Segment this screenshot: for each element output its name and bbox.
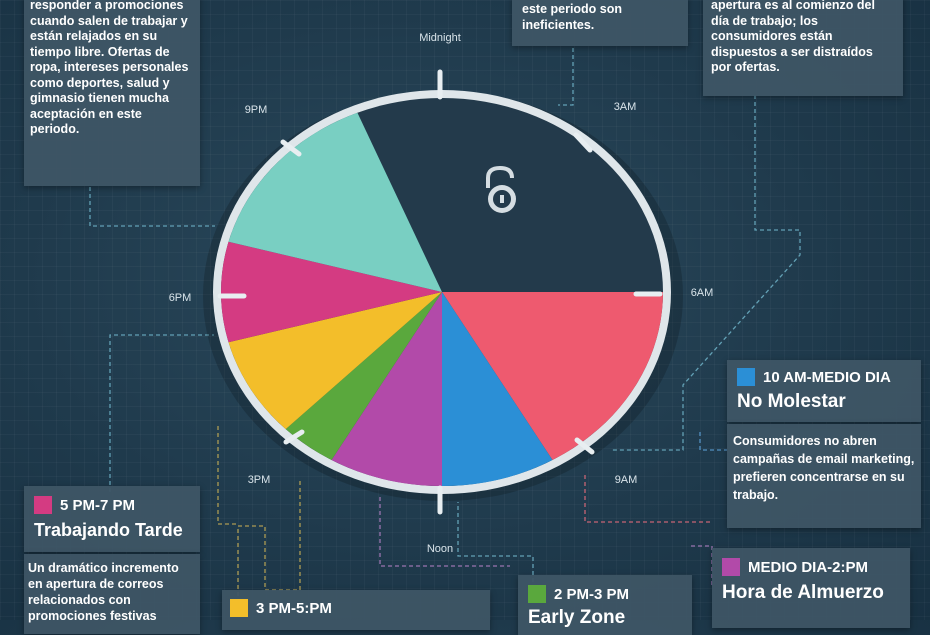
text-trabajando-tarde: Un dramático incremento en apertura de c… (28, 561, 179, 623)
segment-10am-noon (442, 292, 553, 486)
time-3pm: 3 PM-5:PM (256, 599, 332, 617)
info-box-10am-body: Consumidores no abren campañas de email … (727, 424, 921, 528)
segment-5pm-7pm (221, 241, 442, 343)
time-5pm: 5 PM-7 PM (60, 496, 136, 514)
segment-2pm-3pm (285, 292, 442, 461)
info-box-5pm-body: Un dramático incremento en apertura de c… (24, 554, 200, 634)
info-text-top-mid: este periodo son ineficientes. (522, 2, 623, 32)
info-box-top-mid: este periodo son ineficientes. (512, 0, 688, 46)
label-3pm: 3PM (248, 474, 271, 486)
segment-7pm-10pm (228, 112, 442, 293)
info-box-3pm: 3 PM-5:PM (222, 590, 490, 630)
blue-swatch (737, 368, 755, 386)
clock-diagram: Midnight 3AM 6AM 9AM Noon 3PM 6PM 9PM (89, 32, 801, 596)
magenta-swatch (34, 496, 52, 514)
title-trabajando-tarde: Trabajando Tarde (34, 520, 183, 540)
title-hora-almuerzo: Hora de Almuerzo (722, 582, 884, 603)
label-noon: Noon (427, 543, 453, 555)
label-9pm: 9PM (245, 104, 268, 116)
label-3am: 3AM (614, 101, 637, 113)
clock-segments (221, 112, 663, 486)
label-9am: 9AM (615, 474, 638, 486)
info-box-top-right: apertura es al comienzo del día de traba… (703, 0, 903, 96)
info-box-10am-header: 10 AM-MEDIO DIA No Molestar (727, 360, 921, 422)
yellow-swatch (230, 599, 248, 617)
segment-3pm-5pm (228, 292, 442, 430)
time-2pm: 2 PM-3 PM (554, 585, 630, 603)
info-box-5pm-header: 5 PM-7 PM Trabajando Tarde (24, 486, 200, 552)
segment-noon-2pm (331, 292, 442, 486)
info-box-top-left: responder a promociones cuando salen de … (24, 0, 200, 186)
purple-swatch (722, 558, 740, 576)
info-box-2pm: 2 PM-3 PM Early Zone (518, 575, 692, 635)
info-text-top-right: apertura es al comienzo del día de traba… (711, 0, 875, 74)
label-midnight: Midnight (419, 32, 461, 44)
title-no-molestar: No Molestar (737, 391, 846, 412)
title-early-zone: Early Zone (528, 607, 626, 628)
info-text-top-left: responder a promociones cuando salen de … (30, 0, 189, 136)
clock-ticks (217, 69, 663, 515)
label-6pm: 6PM (169, 292, 192, 304)
label-6am: 6AM (691, 287, 714, 299)
connector-lines (89, 48, 801, 596)
info-box-noon: MEDIO DIA-2:PM Hora de Almuerzo (712, 548, 910, 628)
green-swatch (528, 585, 546, 603)
segment-6am-10am (442, 292, 663, 461)
time-noon: MEDIO DIA-2:PM (748, 558, 868, 576)
unlocked-padlock-icon (486, 165, 516, 213)
time-10am: 10 AM-MEDIO DIA (763, 368, 891, 386)
text-no-molestar: Consumidores no abren campañas de email … (733, 434, 915, 502)
